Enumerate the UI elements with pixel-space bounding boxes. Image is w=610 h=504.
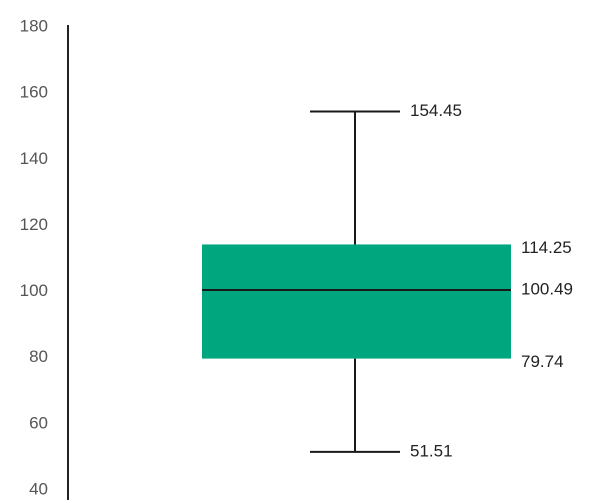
- max-value-label: 154.45: [410, 101, 462, 120]
- q3-value-label: 114.25: [521, 238, 572, 257]
- iqr-box: [202, 244, 511, 359]
- y-tick-label: 60: [29, 413, 48, 432]
- y-tick-label: 100: [20, 281, 48, 300]
- median-value-label: 100.49: [521, 279, 573, 298]
- y-tick-label: 120: [20, 215, 48, 234]
- q1-value-label: 79.74: [521, 352, 564, 371]
- y-tick-label: 80: [29, 347, 48, 366]
- y-tick-label: 40: [29, 479, 48, 498]
- y-tick-label: 160: [20, 83, 48, 102]
- y-tick-label: 180: [20, 16, 48, 35]
- y-tick-label: 140: [20, 149, 48, 168]
- min-value-label: 51.51: [410, 441, 453, 460]
